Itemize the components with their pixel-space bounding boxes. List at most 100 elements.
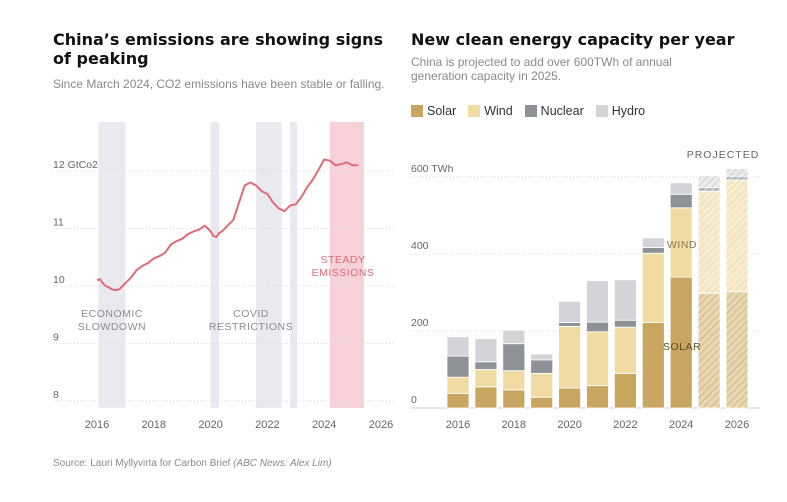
x-tick-label: 2026: [369, 419, 393, 431]
annotation-label: ECONOMIC: [81, 308, 143, 320]
legend-label-nuclear: Nuclear: [540, 104, 584, 118]
x-tick-label: 2020: [198, 419, 222, 431]
x-tick-label: 2016: [446, 419, 470, 431]
bar-solar-2016: [446, 392, 470, 409]
bar-solar-2018: [502, 389, 526, 409]
x-tick-label: 2022: [255, 419, 279, 431]
x-tick-label: 2022: [613, 419, 637, 431]
band-covid-1: [210, 122, 220, 408]
bar-solar-2026: [725, 291, 749, 409]
legend-swatch-nuclear: [524, 105, 537, 117]
band-covid-3: [290, 122, 298, 408]
bar-nuclear-2022: [614, 319, 637, 328]
bar-solar-2023: [641, 322, 665, 409]
y-tick-label: 8: [53, 389, 59, 401]
bar-hydro-2018: [502, 329, 526, 345]
legend: Solar Wind Nuclear Hydro: [411, 104, 657, 118]
bar-hydro-2016: [446, 336, 470, 357]
emissions-line-chart: 8 9 10 11 12 GtCo2 2016 2018 2020 2022 2024 2026 EC…: [53, 122, 395, 431]
clean-energy-bar-chart: 0 200 400 600 TWh 2016 2018 2020 2022 2024 2026 PR…: [411, 149, 760, 431]
band-covid-2: [256, 122, 282, 408]
y-tick-label: 11: [53, 217, 64, 229]
legend-label-wind: Wind: [484, 104, 513, 118]
legend-swatch-solar: [411, 105, 423, 117]
y-tick-label: 9: [53, 332, 59, 344]
annotation-label: COVID: [233, 308, 269, 320]
source-text: Source: Lauri Myllyvirta for Carbon Brie…: [53, 458, 231, 469]
bar-wind-2019: [530, 372, 554, 398]
bar-hydro-2026: [725, 168, 749, 177]
right-chart-title: New clean energy capacity per year: [411, 30, 735, 49]
bar-wind-2018: [502, 370, 526, 391]
emissions-line: [96, 158, 359, 291]
bar-nuclear-2025: [697, 186, 721, 192]
bar-nuclear-2019: [530, 359, 554, 374]
annotation-projected: PROJECTED: [687, 149, 760, 161]
y-tick-label: 200: [411, 317, 429, 329]
bar-solar-2021: [586, 385, 609, 409]
annotation-wind: WIND: [667, 239, 697, 251]
band-steady-emissions: [329, 122, 364, 408]
left-chart-subtitle: Since March 2024, CO2 emissions have bee…: [53, 77, 385, 91]
bar-hydro-2021: [586, 280, 609, 323]
legend-item-hydro: Hydro: [595, 104, 646, 118]
bar-nuclear-2020: [558, 322, 581, 327]
bar-wind-2026: [725, 179, 749, 293]
band-economic-slowdown: [98, 122, 126, 408]
bar-hydro-2017: [474, 338, 498, 363]
legend-item-nuclear: Nuclear: [524, 104, 584, 118]
bar-nuclear-2024: [669, 193, 693, 209]
bar-hydro-2020: [558, 300, 581, 323]
x-tick-label: 2026: [725, 419, 749, 431]
legend-swatch-hydro: [595, 105, 608, 117]
bar-hydro-2024: [669, 182, 693, 195]
bar-wind-2020: [558, 325, 581, 389]
bar-solar-2025: [697, 292, 721, 409]
y-tick-label: 400: [411, 240, 429, 252]
bar-wind-2023: [641, 252, 665, 323]
right-chart-subtitle: China is projected to add over 600TWh of…: [411, 55, 672, 83]
bar-nuclear-2026: [725, 175, 749, 181]
bar-nuclear-2016: [446, 355, 470, 378]
annotation-solar: SOLAR: [663, 341, 701, 353]
left-chart-title: China’s emissions are showing signs of p…: [53, 30, 384, 68]
bar-solar-2017: [474, 386, 498, 409]
bar-nuclear-2021: [586, 321, 609, 333]
annotation-label: SLOWDOWN: [78, 321, 146, 333]
legend-swatch-wind: [468, 105, 481, 117]
x-tick-label: 2024: [312, 419, 336, 431]
bar-hydro-2023: [641, 237, 665, 248]
annotation-label: EMISSIONS: [312, 267, 375, 279]
bar-nuclear-2018: [502, 343, 526, 372]
bar-wind-2017: [474, 369, 498, 388]
legend-label-hydro: Hydro: [611, 104, 646, 118]
bar-hydro-2025: [697, 175, 721, 188]
x-tick-label: 2020: [557, 419, 581, 431]
y-tick-label: 10: [53, 274, 65, 286]
annotation-label: RESTRICTIONS: [209, 321, 293, 333]
y-tick-label: 0: [411, 394, 417, 406]
bar-hydro-2019: [530, 353, 554, 361]
source-note: Source: Lauri Myllyvirta for Carbon Brie…: [53, 458, 332, 469]
bar-wind-2016: [446, 376, 470, 394]
bar-hydro-2022: [614, 279, 637, 321]
source-credit: (ABC News: Alex Lim): [233, 458, 332, 469]
x-tick-label: 2018: [502, 419, 526, 431]
bar-wind-2022: [614, 326, 637, 374]
bar-solar-2022: [614, 372, 637, 409]
legend-item-wind: Wind: [468, 104, 513, 118]
y-tick-label: 12 GtCo2: [53, 159, 98, 171]
y-tick-label: 600 TWh: [411, 163, 454, 175]
x-tick-label: 2024: [669, 419, 693, 431]
x-tick-label: 2018: [142, 419, 166, 431]
annotation-label: STEADY: [320, 254, 365, 266]
bar-nuclear-2017: [474, 361, 498, 370]
bar-nuclear-2023: [641, 247, 665, 254]
legend-label-solar: Solar: [427, 104, 457, 118]
bar-solar-2020: [558, 387, 581, 409]
bar-solar-2019: [530, 396, 554, 409]
x-tick-label: 2016: [85, 419, 109, 431]
bar-wind-2021: [586, 331, 609, 387]
bar-wind-2025: [697, 190, 721, 294]
